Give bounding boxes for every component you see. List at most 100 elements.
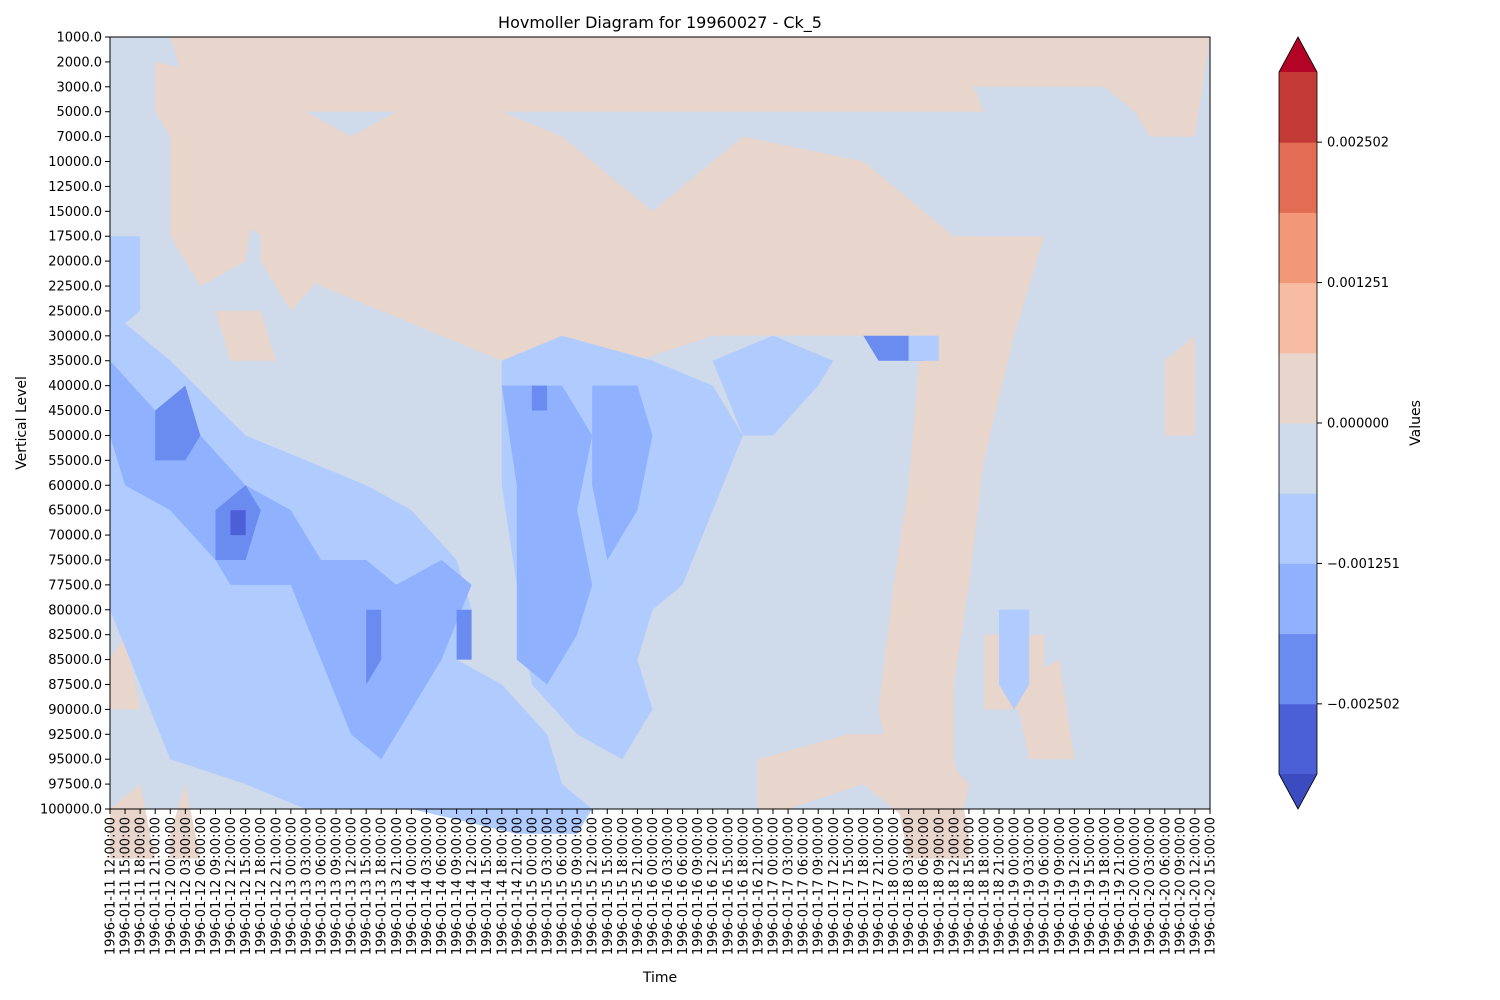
y-tick-label: 95000.0 (48, 753, 102, 768)
x-tick-label: 1996-01-17 21:00:00 (872, 817, 887, 955)
x-tick-label: 1996-01-12 21:00:00 (269, 817, 284, 955)
colorbar-extend-bottom (1279, 774, 1317, 809)
contour-region-cold-core-0 (230, 510, 246, 536)
x-tick-label: 1996-01-20 06:00:00 (1158, 817, 1173, 955)
y-tick-label: 55000.0 (48, 454, 102, 469)
y-axis-label: Vertical Level (14, 376, 30, 470)
x-tick-label: 1996-01-18 12:00:00 (947, 817, 962, 955)
contour-region-right-warm-column-1 (938, 37, 1195, 137)
contour-region-cold-deep-3 (456, 609, 472, 660)
y-tick-label: 70000.0 (48, 529, 102, 544)
colorbar-band (1279, 282, 1317, 354)
contour-region-right-warm-small-0 (1164, 335, 1195, 436)
plot-area (109, 36, 1211, 859)
contour-region-cold-deep-2 (366, 609, 382, 685)
x-tick-label: 1996-01-15 18:00:00 (616, 817, 631, 955)
x-tick-label: 1996-01-13 15:00:00 (360, 817, 375, 955)
contour-region-upper-warm-band-0 (155, 61, 1045, 386)
contour-region-cold-envelope-3 (110, 236, 141, 336)
colorbar-extend-top (1279, 37, 1317, 72)
x-tick-label: 1996-01-19 21:00:00 (1113, 817, 1128, 955)
x-tick-label: 1996-01-12 06:00:00 (194, 817, 209, 955)
contour-region-upper-warm-band-1 (170, 37, 985, 112)
colorbar-outline (1278, 36, 1318, 810)
contour-region-lower-warm-band-1 (110, 634, 141, 710)
y-tick-label: 5000.0 (57, 105, 103, 120)
chart-title: Hovmoller Diagram for 19960027 - Ck_5 (498, 13, 822, 33)
y-tick-label: 2000.0 (57, 55, 103, 70)
y-tick-label: 100000.0 (40, 803, 102, 818)
x-tick-label: 1996-01-16 03:00:00 (661, 817, 676, 955)
colorbar-tick-label: 0.002502 (1327, 136, 1389, 151)
x-tick-label: 1996-01-17 06:00:00 (797, 817, 812, 955)
x-tick-label: 1996-01-16 21:00:00 (751, 817, 766, 955)
plot-frame (109, 36, 1211, 810)
x-tick-label: 1996-01-12 00:00:00 (164, 817, 179, 955)
x-tick-label: 1996-01-17 09:00:00 (812, 817, 827, 955)
colorbar-band (1279, 423, 1317, 494)
x-axis-ticks: 1996-01-11 12:00:00 1996-01-11 15:00:00 19… (104, 809, 1219, 955)
x-tick-label: 1996-01-20 09:00:00 (1173, 817, 1188, 955)
x-tick-label: 1996-01-19 12:00:00 (1068, 817, 1083, 955)
colorbar-band (1279, 563, 1317, 635)
y-tick-label: 17500.0 (48, 230, 102, 245)
y-tick-label: 77500.0 (48, 578, 102, 593)
x-tick-label: 1996-01-18 15:00:00 (962, 817, 977, 955)
y-tick-label: 65000.0 (48, 504, 102, 519)
y-tick-label: 1000.0 (57, 31, 103, 46)
x-tick-label: 1996-01-12 15:00:00 (239, 817, 254, 955)
contour-region-cold-isolated-right-1 (908, 335, 939, 361)
x-tick-label: 1996-01-11 18:00:00 (134, 817, 149, 955)
x-tick-label: 1996-01-13 00:00:00 (284, 817, 299, 955)
colorbar-band (1279, 633, 1317, 705)
x-tick-label: 1996-01-12 09:00:00 (209, 817, 224, 955)
x-tick-label: 1996-01-13 12:00:00 (345, 817, 360, 955)
x-tick-label: 1996-01-11 12:00:00 (104, 817, 119, 955)
x-tick-label: 1996-01-19 09:00:00 (1053, 817, 1068, 955)
x-tick-label: 1996-01-19 06:00:00 (1038, 817, 1053, 955)
y-tick-label: 85000.0 (48, 653, 102, 668)
contour-region-cold-deep-0 (155, 385, 201, 461)
x-tick-label: 1996-01-16 15:00:00 (721, 817, 736, 955)
x-tick-label: 1996-01-16 09:00:00 (691, 817, 706, 955)
colorbar-label: Values (1408, 400, 1424, 446)
x-tick-label: 1996-01-14 18:00:00 (495, 817, 510, 955)
x-tick-label: 1996-01-19 00:00:00 (1008, 817, 1023, 955)
x-tick-label: 1996-01-14 15:00:00 (480, 817, 495, 955)
x-tick-label: 1996-01-14 00:00:00 (405, 817, 420, 955)
x-tick-label: 1996-01-20 15:00:00 (1204, 817, 1219, 955)
x-tick-label: 1996-01-15 09:00:00 (571, 817, 586, 955)
x-tick-label: 1996-01-18 06:00:00 (917, 817, 932, 955)
x-tick-label: 1996-01-13 18:00:00 (375, 817, 390, 955)
x-tick-label: 1996-01-20 00:00:00 (1128, 817, 1143, 955)
x-tick-label: 1996-01-18 21:00:00 (993, 817, 1008, 955)
x-tick-label: 1996-01-13 09:00:00 (330, 817, 345, 955)
x-tick-label: 1996-01-13 21:00:00 (390, 817, 405, 955)
colorbar-tick-label: 0.000000 (1327, 417, 1389, 432)
x-tick-label: 1996-01-16 18:00:00 (736, 817, 751, 955)
y-tick-label: 40000.0 (48, 379, 102, 394)
x-tick-label: 1996-01-14 12:00:00 (465, 817, 480, 955)
y-tick-label: 92500.0 (48, 728, 102, 743)
x-tick-label: 1996-01-15 15:00:00 (601, 817, 616, 955)
y-tick-label: 15000.0 (48, 205, 102, 220)
x-axis-label: Time (642, 970, 677, 986)
x-tick-label: 1996-01-18 18:00:00 (978, 817, 993, 955)
colorbar-band (1279, 72, 1317, 143)
contour-region-lower-warm-band-3 (170, 784, 201, 859)
x-tick-label: 1996-01-16 12:00:00 (706, 817, 721, 955)
x-tick-label: 1996-01-16 00:00:00 (646, 817, 661, 955)
y-tick-label: 50000.0 (48, 429, 102, 444)
x-tick-label: 1996-01-14 06:00:00 (435, 817, 450, 955)
x-tick-label: 1996-01-15 12:00:00 (586, 817, 601, 955)
y-tick-label: 35000.0 (48, 354, 102, 369)
x-tick-label: 1996-01-15 21:00:00 (631, 817, 646, 955)
y-tick-label: 75000.0 (48, 553, 102, 568)
x-tick-label: 1996-01-17 18:00:00 (857, 817, 872, 955)
x-tick-label: 1996-01-14 03:00:00 (420, 817, 435, 955)
y-tick-label: 45000.0 (48, 404, 102, 419)
x-tick-label: 1996-01-11 15:00:00 (119, 817, 134, 955)
contour-region-cold-envelope-2 (712, 335, 834, 436)
contour-region-right-warm-column-0 (878, 261, 1015, 859)
